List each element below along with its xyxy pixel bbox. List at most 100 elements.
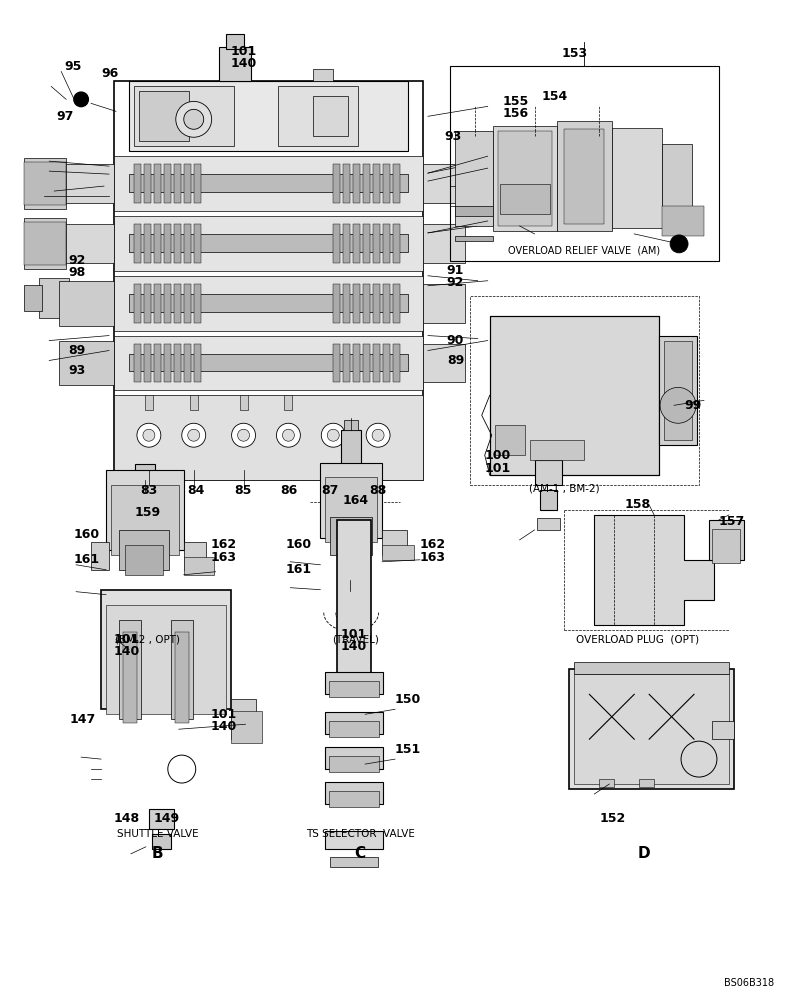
Text: 148: 148 (114, 812, 140, 825)
Bar (393, 344, 400, 382)
Bar (183, 284, 191, 323)
Text: B: B (152, 846, 164, 861)
Bar (330, 517, 371, 555)
Bar (119, 530, 169, 570)
Bar (39, 278, 69, 318)
Bar (59, 341, 114, 385)
Bar (284, 395, 292, 410)
Circle shape (137, 423, 161, 447)
Bar (363, 224, 370, 263)
Bar (164, 284, 170, 323)
Bar (492, 126, 557, 231)
Bar (114, 395, 423, 480)
Text: 158: 158 (624, 498, 650, 511)
Bar (134, 164, 141, 203)
Bar (174, 344, 181, 382)
Bar (225, 34, 243, 49)
Bar (454, 236, 492, 241)
Bar (24, 162, 66, 205)
Circle shape (659, 387, 695, 423)
Bar (372, 284, 380, 323)
Bar (24, 218, 66, 269)
Circle shape (238, 429, 249, 441)
Text: 83: 83 (140, 484, 157, 497)
Text: C: C (354, 846, 365, 861)
Bar (383, 224, 389, 263)
Bar (152, 834, 170, 849)
Text: 161: 161 (285, 563, 311, 576)
Bar (313, 69, 333, 81)
Bar (144, 395, 152, 410)
Bar (174, 224, 181, 263)
Text: 162: 162 (419, 538, 445, 551)
Circle shape (73, 91, 89, 107)
Text: 159: 159 (135, 506, 161, 519)
Text: BS06B318: BS06B318 (723, 978, 773, 988)
Bar (183, 557, 213, 575)
Circle shape (669, 235, 687, 253)
Bar (497, 131, 551, 226)
Bar (489, 316, 659, 475)
Text: OVERLOAD PLUG  (OPT): OVERLOAD PLUG (OPT) (575, 635, 698, 645)
Bar (170, 620, 192, 719)
Text: TS SELECTOR  VALVE: TS SELECTOR VALVE (306, 829, 414, 839)
Bar (343, 623, 365, 654)
Bar (353, 344, 360, 382)
Bar (183, 344, 191, 382)
Bar (573, 662, 728, 674)
Bar (230, 699, 255, 739)
Text: 151: 151 (394, 743, 421, 756)
Bar (59, 281, 114, 326)
Bar (708, 520, 743, 560)
Bar (325, 712, 383, 734)
Text: 154: 154 (541, 90, 567, 103)
Text: 140: 140 (340, 640, 366, 653)
Text: 89: 89 (446, 354, 464, 367)
Text: 140: 140 (114, 645, 140, 658)
Bar (64, 344, 114, 382)
Bar (129, 294, 407, 312)
Bar (337, 465, 365, 500)
Bar (190, 395, 197, 410)
Circle shape (183, 109, 204, 129)
Bar (337, 520, 371, 684)
Text: 101: 101 (114, 633, 140, 646)
Bar (449, 66, 718, 261)
Circle shape (143, 429, 155, 441)
Bar (353, 284, 360, 323)
Bar (64, 224, 114, 263)
Text: 87: 87 (321, 484, 338, 497)
Text: 101: 101 (340, 628, 366, 641)
Bar (119, 620, 141, 719)
Bar (711, 529, 739, 563)
Bar (363, 284, 370, 323)
Bar (328, 721, 379, 737)
Bar (278, 86, 358, 146)
Bar (111, 485, 178, 555)
Circle shape (276, 423, 300, 447)
Bar (536, 518, 560, 530)
Text: (AM-1 , BM-2): (AM-1 , BM-2) (529, 483, 599, 493)
Text: 153: 153 (560, 47, 587, 60)
Bar (611, 128, 661, 228)
Text: 86: 86 (280, 484, 297, 497)
Text: 96: 96 (101, 67, 118, 80)
Bar (148, 809, 174, 829)
Bar (423, 284, 464, 323)
Text: OVERLOAD RELIEF VALVE  (AM): OVERLOAD RELIEF VALVE (AM) (508, 246, 659, 256)
Bar (194, 224, 200, 263)
Bar (383, 284, 389, 323)
Bar (64, 164, 114, 203)
Bar (423, 164, 464, 203)
Text: 99: 99 (683, 399, 701, 412)
Text: 162: 162 (210, 538, 237, 551)
Bar (343, 164, 350, 203)
Bar (178, 620, 187, 649)
Bar (333, 284, 340, 323)
Bar (125, 545, 163, 575)
Text: 164: 164 (341, 493, 367, 506)
Text: 88: 88 (369, 484, 386, 497)
Bar (134, 284, 141, 323)
Text: 160: 160 (73, 528, 99, 541)
Bar (343, 284, 350, 323)
